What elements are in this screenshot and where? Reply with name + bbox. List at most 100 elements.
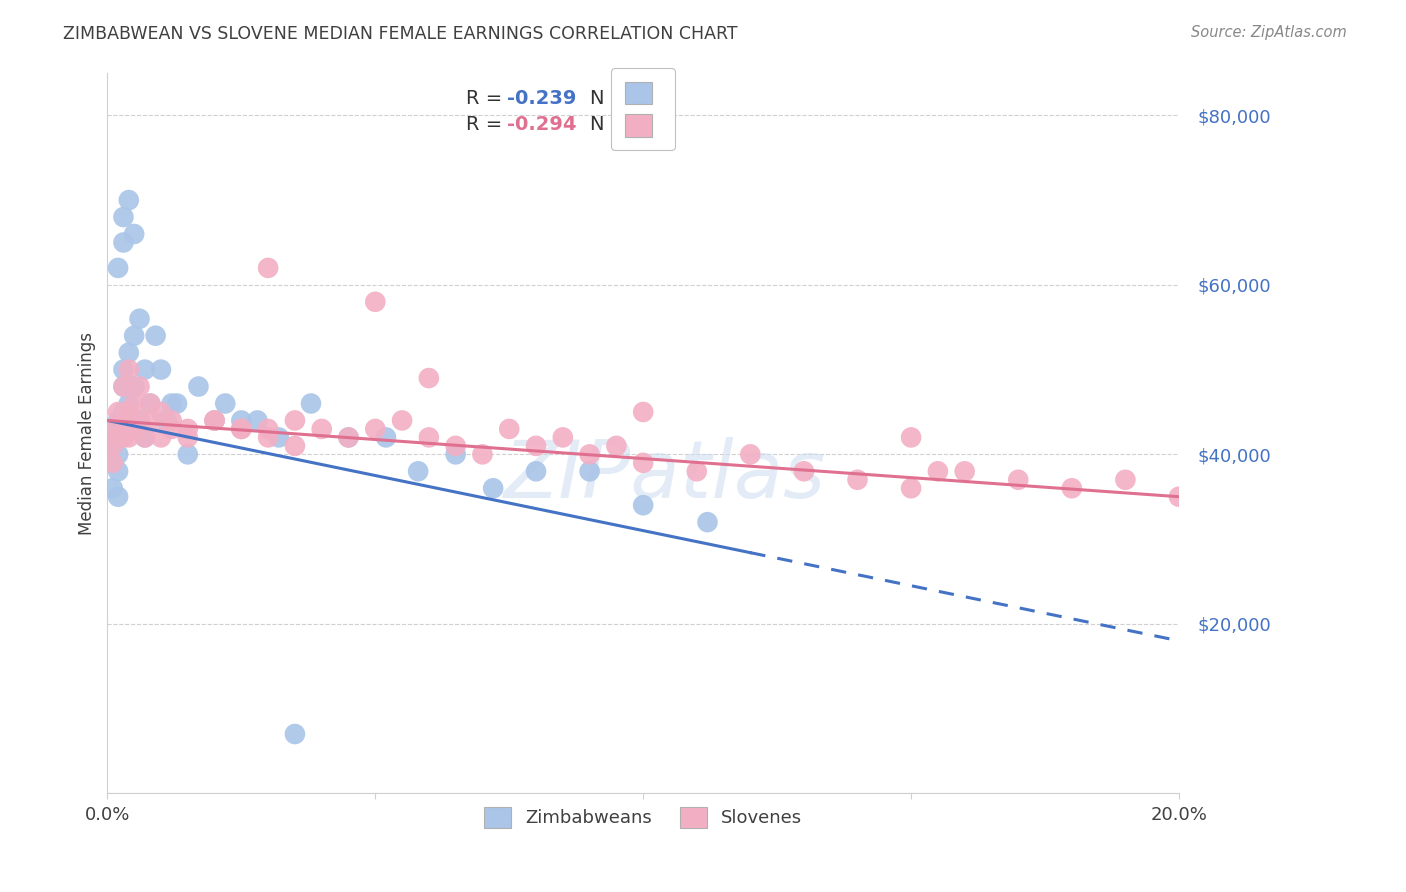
Point [107, 464, 129, 478]
Point [149, 430, 172, 444]
Point [101, 456, 124, 470]
Point [134, 430, 156, 444]
Text: N =: N = [589, 88, 633, 108]
Point [107, 447, 129, 461]
Point [118, 345, 141, 359]
Point [1007, 473, 1029, 487]
Point [112, 430, 135, 444]
Point [112, 362, 135, 376]
Text: ZIPatlas: ZIPatlas [503, 437, 825, 516]
Point [118, 430, 141, 444]
Point [134, 430, 156, 444]
Point [101, 439, 124, 453]
Point [214, 396, 236, 410]
Point [139, 413, 162, 427]
Point [246, 413, 269, 427]
Point [112, 235, 135, 250]
Point [299, 396, 322, 410]
Point [927, 464, 949, 478]
Point [118, 405, 141, 419]
Point [112, 379, 135, 393]
Point [107, 430, 129, 444]
Point [524, 439, 547, 453]
Point [793, 464, 815, 478]
Point [128, 311, 150, 326]
Point [257, 430, 280, 444]
Point [578, 464, 600, 478]
Point [444, 447, 467, 461]
Point [101, 481, 124, 495]
Point [118, 193, 141, 207]
Point [118, 362, 141, 376]
Point [112, 379, 135, 393]
Point [134, 362, 156, 376]
Point [1060, 481, 1083, 495]
Point [128, 379, 150, 393]
Point [204, 413, 226, 427]
Point [418, 430, 440, 444]
Point [284, 439, 307, 453]
Point [187, 379, 209, 393]
Point [112, 210, 135, 224]
Point [418, 371, 440, 385]
Point [155, 413, 177, 427]
Point [101, 422, 124, 436]
Point [551, 430, 574, 444]
Text: Source: ZipAtlas.com: Source: ZipAtlas.com [1191, 25, 1347, 40]
Point [231, 422, 253, 436]
Point [112, 405, 135, 419]
Y-axis label: Median Female Earnings: Median Female Earnings [79, 332, 96, 534]
Point [160, 396, 183, 410]
Point [112, 422, 135, 436]
Point [1114, 473, 1136, 487]
Point [122, 422, 145, 436]
Point [101, 456, 124, 470]
Point [112, 413, 135, 427]
Point [107, 260, 129, 275]
Point [107, 413, 129, 427]
Point [686, 464, 709, 478]
Point [364, 294, 387, 309]
Point [524, 464, 547, 478]
Point [149, 405, 172, 419]
Text: 51: 51 [630, 88, 657, 108]
Point [177, 422, 200, 436]
Point [578, 447, 600, 461]
Point [337, 430, 360, 444]
Point [631, 456, 654, 470]
Point [149, 362, 172, 376]
Point [631, 405, 654, 419]
Point [406, 464, 429, 478]
Point [107, 490, 129, 504]
Point [177, 430, 200, 444]
Point [364, 422, 387, 436]
Text: ZIMBABWEAN VS SLOVENE MEDIAN FEMALE EARNINGS CORRELATION CHART: ZIMBABWEAN VS SLOVENE MEDIAN FEMALE EARN… [63, 25, 738, 43]
Point [696, 515, 718, 529]
Point [107, 405, 129, 419]
Point [444, 439, 467, 453]
Legend: Zimbabweans, Slovenes: Zimbabweans, Slovenes [477, 799, 810, 835]
Point [118, 413, 141, 427]
Text: R =: R = [467, 88, 509, 108]
Text: N =: N = [589, 115, 633, 135]
Point [204, 413, 226, 427]
Point [257, 422, 280, 436]
Text: -0.294: -0.294 [508, 115, 576, 135]
Point [375, 430, 398, 444]
Point [605, 439, 627, 453]
Point [471, 447, 494, 461]
Point [101, 439, 124, 453]
Text: R =: R = [467, 115, 509, 135]
Point [482, 481, 505, 495]
Point [231, 422, 253, 436]
Point [122, 379, 145, 393]
Point [122, 227, 145, 241]
Point [118, 396, 141, 410]
Point [139, 396, 162, 410]
Point [166, 396, 188, 410]
Point [337, 430, 360, 444]
Point [160, 413, 183, 427]
Point [177, 447, 200, 461]
Text: -0.239: -0.239 [508, 88, 576, 108]
Text: 60: 60 [630, 115, 657, 135]
